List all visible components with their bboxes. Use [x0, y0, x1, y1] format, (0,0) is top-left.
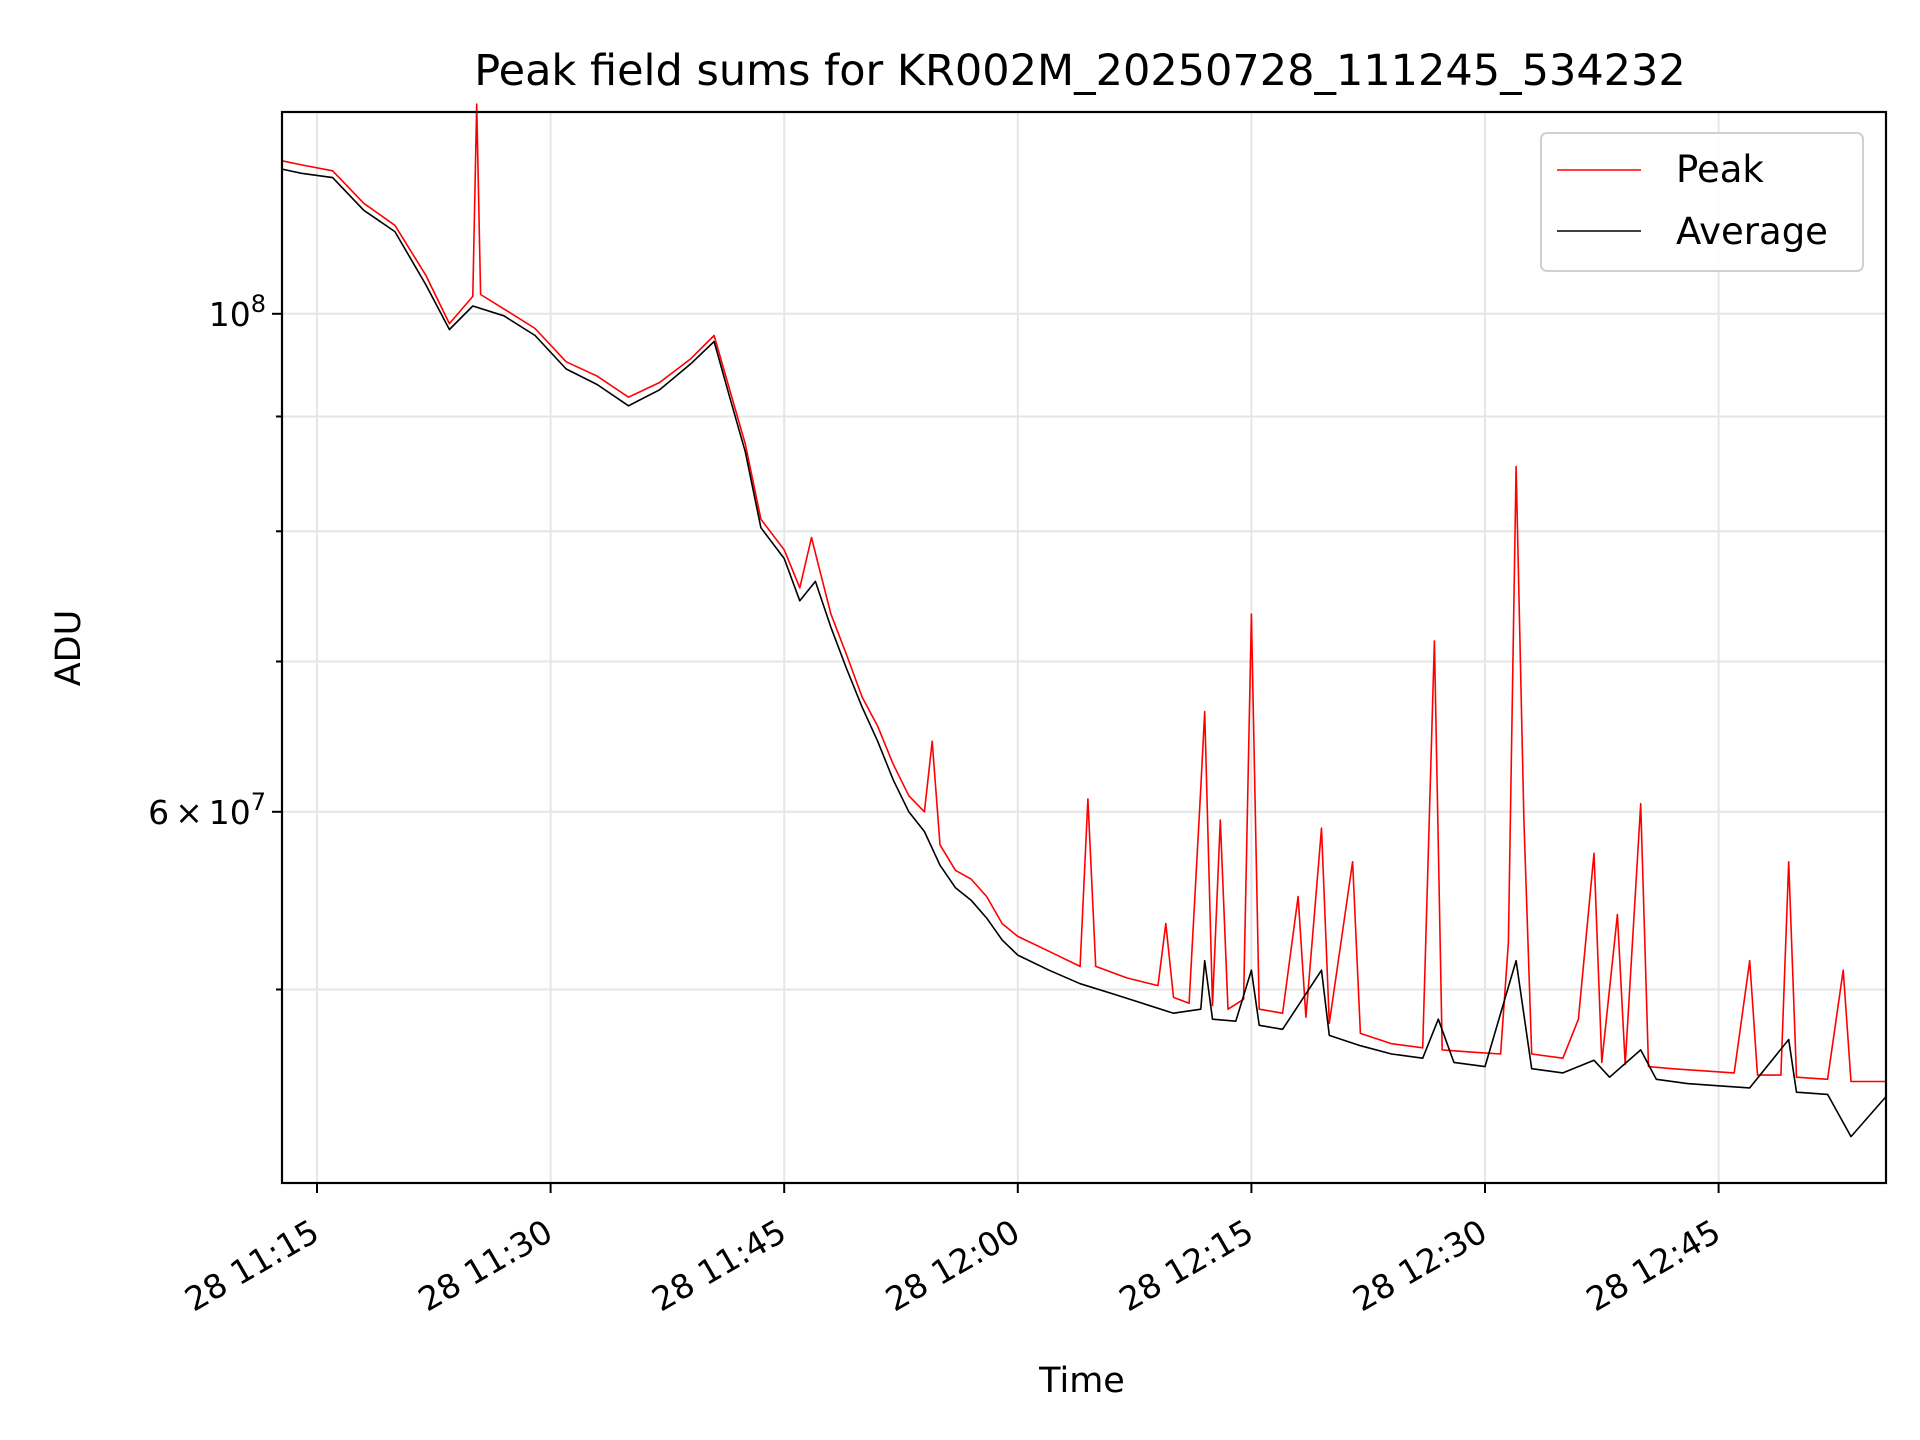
legend-peak-label: Peak — [1676, 148, 1764, 191]
series-line-average — [281, 168, 1887, 1138]
y-axis-label: ADU — [49, 610, 89, 687]
legend: Peak Average — [1540, 132, 1864, 272]
x-axis-label: Time — [1038, 1361, 1125, 1401]
legend-average-label: Average — [1676, 210, 1828, 253]
grid — [282, 112, 1886, 1183]
y-tick-label: 6 × 107 — [148, 788, 266, 832]
plot-series — [281, 103, 1887, 1138]
chart-title: Peak field sums for KR002M_20250728_1112… — [474, 46, 1686, 96]
series-line-peak — [281, 103, 1886, 1083]
y-tick-label: 108 — [209, 290, 266, 334]
legend-box — [1540, 132, 1864, 272]
plot-frame — [280, 110, 1888, 1185]
